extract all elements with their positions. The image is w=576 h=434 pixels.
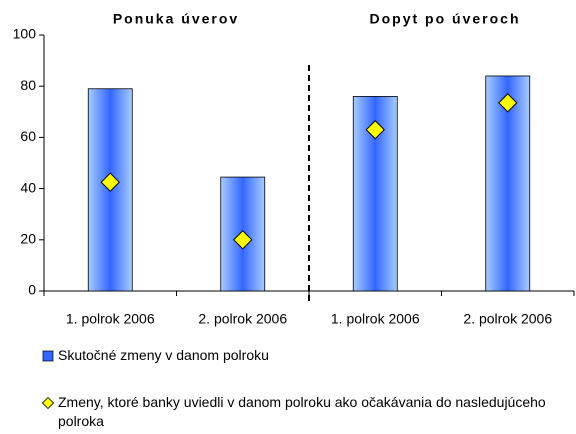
legend-item: Zmeny, ktoré banky uviedli v danom polro… [42, 393, 562, 431]
y-tick-label: 40 [20, 179, 36, 195]
legend-swatch [42, 350, 54, 362]
legend-label: Skutočné zmeny v danom polroku [58, 347, 269, 363]
y-tick-label: 0 [28, 282, 36, 298]
y-tick-label: 100 [13, 26, 37, 42]
diamond-marker [498, 93, 518, 113]
legend-item: Skutočné zmeny v danom polroku [42, 346, 562, 365]
diamond-marker [365, 120, 385, 140]
x-tick-label: 1. polrok 2006 [66, 311, 155, 327]
x-tick-label: 2. polrok 2006 [198, 311, 287, 327]
legend-label: Zmeny, ktoré banky uviedli v danom polro… [58, 394, 546, 429]
chart: Ponuka úverov Dopyt po úveroch 0 20 40 60 80… [13, 11, 575, 327]
diamond-marker [100, 172, 120, 192]
y-tick-label: 60 [20, 128, 36, 144]
legend-swatch [42, 397, 54, 409]
diamond-marker [233, 230, 253, 250]
x-tick-label: 1. polrok 2006 [331, 311, 420, 327]
x-tick-label: 2. polrok 2006 [463, 311, 552, 327]
section-title: Dopyt po úveroch [369, 11, 520, 27]
y-tick-label: 80 [20, 77, 36, 93]
section-title: Ponuka úverov [113, 11, 239, 27]
y-tick-label: 20 [20, 231, 36, 247]
